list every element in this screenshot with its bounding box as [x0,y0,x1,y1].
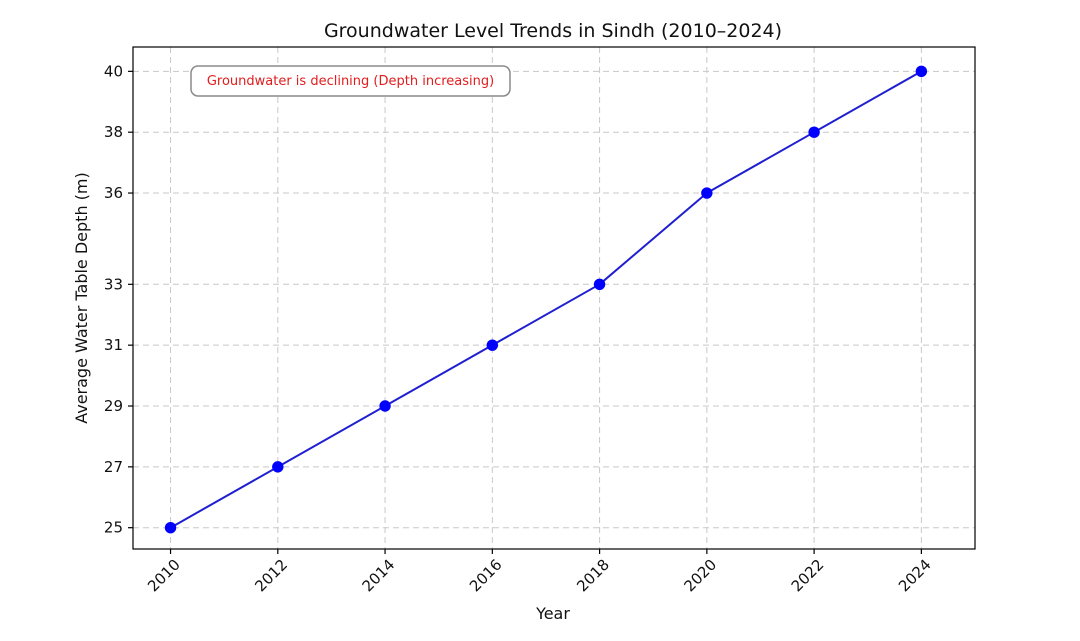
y-tick-label: 40 [104,62,123,80]
plot-frame [132,46,976,550]
x-tick-label: 2020 [680,556,720,596]
x-tick-label: 2022 [788,556,828,596]
x-tick-label: 2024 [895,556,935,596]
annotation-group: Groundwater is declining (Depth increasi… [190,65,511,97]
x-axis-label: Year [535,604,570,623]
data-point [486,339,499,351]
data-point [164,522,177,534]
y-tick-label: 33 [104,275,123,293]
y-tick-label: 29 [104,397,123,415]
x-tick-label: 2018 [573,556,613,596]
x-tick-label: 2010 [144,556,184,596]
y-tick-label: 38 [104,123,123,141]
x-tick-label: 2012 [251,556,291,596]
grid-lines [133,47,975,549]
y-axis-label: Average Water Table Depth (m) [72,172,91,424]
annotation-text: Groundwater is declining (Depth increasi… [207,74,494,89]
chart-title: Groundwater Level Trends in Sindh (2010–… [324,20,782,42]
x-tick-label: 2016 [466,556,506,596]
y-tick-label: 31 [104,336,123,354]
data-point [808,126,820,138]
data-point [593,278,606,291]
data-point [379,400,391,412]
x-tick-label: 2014 [359,556,399,596]
data-series [164,65,928,534]
data-point [915,65,928,78]
annotation-box [190,65,511,97]
y-tick-label: 27 [104,458,123,476]
data-point [272,461,284,473]
data-point [701,187,713,199]
y-tick-label: 25 [104,519,123,537]
series-line [169,70,923,529]
y-tick-label: 36 [104,184,123,202]
